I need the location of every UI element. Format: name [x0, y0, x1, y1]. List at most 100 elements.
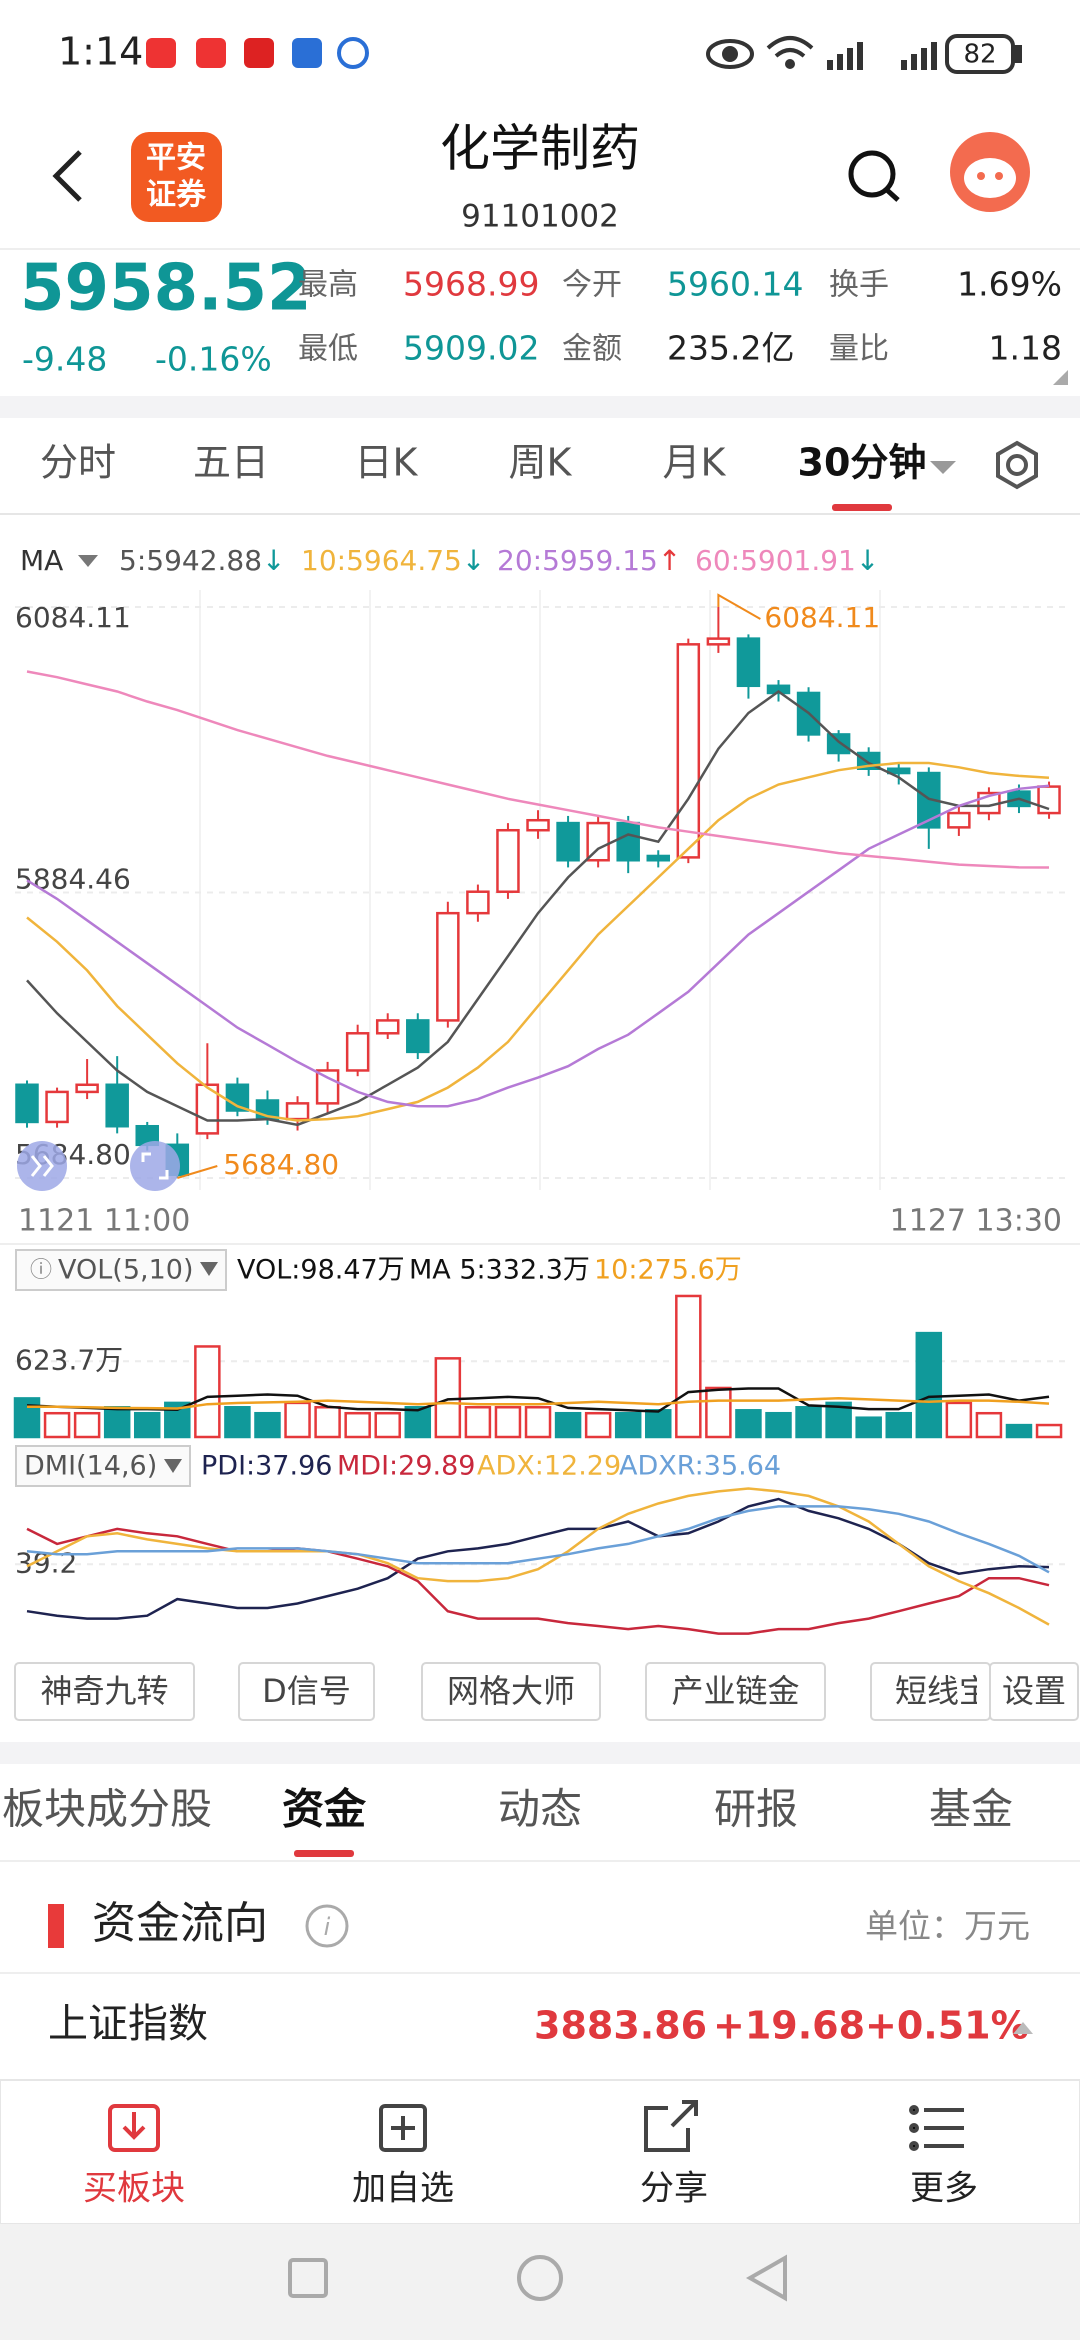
status-system-icons [706, 34, 1022, 74]
indicator-box[interactable] [15, 1445, 191, 1487]
tool-button[interactable] [989, 1662, 1079, 1721]
volume-bar [224, 1406, 251, 1439]
tool-button[interactable] [645, 1662, 826, 1721]
nav-back[interactable] [745, 2254, 787, 2302]
tool-button-label: 设置 [1002, 1672, 1066, 1710]
volume-bar [765, 1411, 792, 1439]
tool-button-label: 神奇九转 [40, 1672, 168, 1710]
nav-recents[interactable] [288, 2258, 328, 2298]
candle-body [466, 890, 490, 915]
tool-button[interactable] [238, 1662, 375, 1721]
period-tab[interactable]: 日K [355, 441, 419, 485]
section-tab[interactable]: 动态 [498, 1785, 582, 1834]
period-tab[interactable]: 月K [663, 441, 727, 485]
ma-legend-value: 60:5901.91 [695, 544, 856, 577]
quote-label: 金额 [562, 332, 622, 367]
period-tab[interactable]: 五日 [193, 441, 269, 485]
avatar-button[interactable] [950, 132, 1030, 212]
low-marker: 5684.80 [223, 1148, 339, 1181]
expand-button[interactable] [17, 1141, 67, 1191]
candle-body [676, 643, 701, 859]
candle-body [15, 1083, 39, 1124]
candle-body [586, 821, 610, 862]
period-tab[interactable]: 周K [509, 441, 573, 485]
battery-level: 82 [963, 40, 996, 70]
period-dropdown[interactable] [930, 461, 956, 474]
svg-text:i: i [324, 1913, 331, 1941]
candle-body [1037, 785, 1061, 815]
candle-body [736, 637, 761, 688]
volume-bar [43, 1411, 71, 1439]
volume-bar [434, 1357, 462, 1439]
section-tab[interactable]: 资金 [282, 1785, 367, 1834]
volume-ma-line [26, 1387, 1050, 1413]
ma-line [26, 689, 1050, 1127]
section-tab[interactable]: 研报 [714, 1785, 798, 1834]
candle-body [947, 811, 971, 829]
tool-button-label: 短线宝 [895, 1672, 991, 1710]
volume-bar [614, 1411, 642, 1439]
nav-home[interactable] [517, 2255, 563, 2301]
index-price: 3883.86 [534, 2004, 707, 2048]
quote-value: 5968.99 [403, 265, 539, 304]
candle-body [646, 854, 671, 862]
tool-button[interactable] [421, 1662, 601, 1721]
volume-ma-line [27, 1396, 1050, 1410]
volume-bar [705, 1386, 732, 1439]
quote-label: 今开 [562, 268, 622, 303]
volume-bar [103, 1406, 131, 1439]
stock-title: 化学制药 [440, 120, 640, 178]
divider [0, 513, 1080, 515]
volume-legend: 10:275.6万 [594, 1255, 742, 1286]
dmi-line [26, 1527, 1050, 1635]
back-button[interactable] [52, 150, 82, 202]
indicator-box[interactable] [15, 1249, 227, 1291]
ma-line [26, 784, 1050, 1108]
logo-text: 证券 [146, 178, 207, 213]
volume-bar [915, 1331, 943, 1439]
candle-body [886, 767, 911, 775]
tool-button[interactable] [14, 1662, 195, 1721]
period-tab[interactable]: 分时 [40, 441, 116, 485]
volume-bar [194, 1345, 221, 1439]
logo-text: 平安 [146, 141, 206, 176]
index-change: +19.68 [713, 2004, 865, 2048]
volume-bar [855, 1416, 882, 1439]
fullscreen-button[interactable] [130, 1141, 180, 1191]
ma-legend: 20:5959.15↑ [497, 544, 681, 577]
section-tab[interactable]: 基金 [929, 1785, 1013, 1834]
bottom-action[interactable]: 分享 [640, 2169, 708, 2209]
candle-body [285, 1102, 310, 1121]
bottom-action[interactable]: 加自选 [352, 2169, 454, 2209]
ma-legend-value: 10:5964.75 [301, 544, 462, 577]
candle-body [436, 911, 460, 1022]
expand-icon [30, 1155, 54, 1177]
index-change-pct: +0.51% [865, 2004, 1029, 2048]
broker-logo[interactable] [131, 132, 222, 222]
ma-legend: 60:5901.91↓ [695, 544, 879, 577]
candle-body [45, 1090, 69, 1124]
volume-bar [945, 1401, 973, 1439]
quote-label: 最低 [298, 332, 358, 367]
info-button[interactable]: i [305, 1904, 349, 1948]
quote-value: 1.18 [989, 329, 1062, 368]
section-marker [48, 1904, 64, 1948]
search-button[interactable] [848, 150, 900, 202]
volume-bar [404, 1406, 432, 1439]
ma-dropdown[interactable] [78, 555, 98, 567]
dmi-line [26, 1487, 1050, 1626]
bottom-action[interactable]: 买板块 [83, 2169, 185, 2209]
dmi-legend: ADXR:35.64 [619, 1451, 781, 1482]
collapse-arrow[interactable] [1013, 2022, 1033, 2034]
quote-label: 量比 [829, 332, 889, 367]
candle-body [75, 1083, 99, 1094]
period-tab[interactable]: 30分钟 [798, 441, 927, 485]
bottom-action[interactable]: 更多 [910, 2169, 978, 2209]
buy-icon [108, 2104, 160, 2152]
candle-body [706, 637, 731, 646]
section-tab[interactable]: 板块成分股 [2, 1785, 212, 1834]
settings-button[interactable] [996, 440, 1038, 490]
expand-corner[interactable] [1053, 370, 1068, 385]
